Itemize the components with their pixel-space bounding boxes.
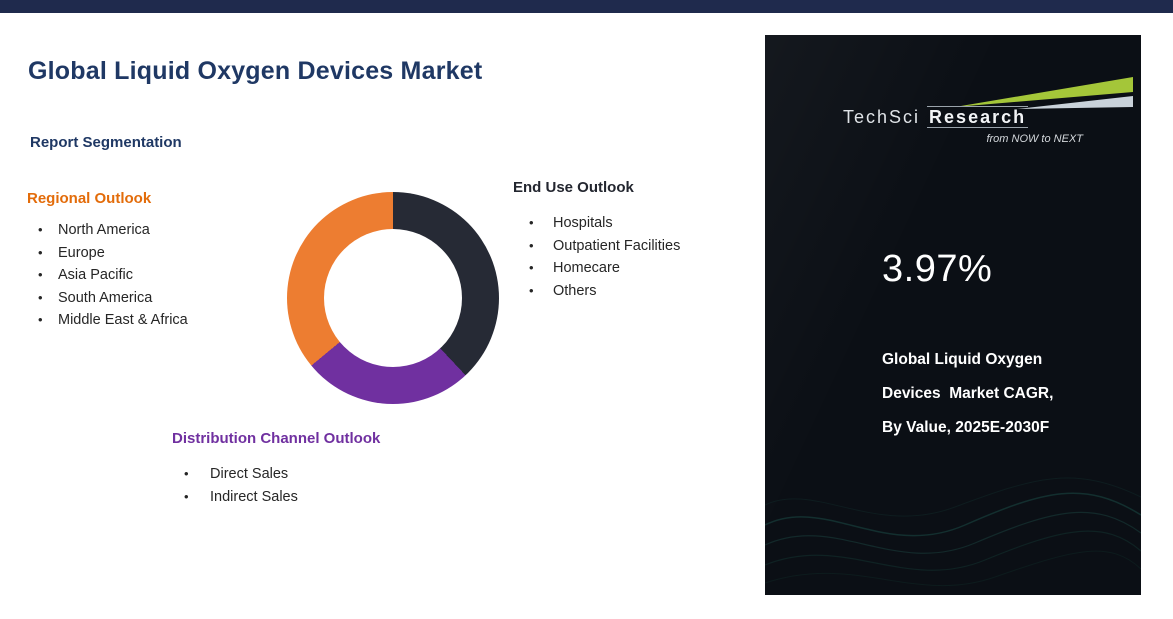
brand-name-left: TechSci (843, 107, 921, 127)
end-use-outlook-list: Hospitals Outpatient Facilities Homecare… (513, 212, 743, 302)
brand-name-right: Research (927, 106, 1029, 128)
end-use-outlook-title: End Use Outlook (513, 179, 634, 196)
brand-name: TechSci Research (843, 106, 1029, 128)
donut-hole (324, 229, 462, 367)
list-item: Outpatient Facilities (513, 235, 743, 258)
list-item: Middle East & Africa (27, 309, 267, 332)
list-item-label: Indirect Sales (210, 488, 298, 505)
cagr-caption-line-1: Global Liquid Oxygen (882, 351, 1043, 368)
end-use-outlook-section: End Use Outlook Hospitals Outpatient Fac… (513, 179, 743, 302)
page-title: Global Liquid Oxygen Devices Market (28, 56, 483, 85)
list-item-label: Homecare (553, 260, 620, 276)
list-item-label: Outpatient Facilities (553, 237, 681, 254)
list-item: South America (27, 287, 267, 310)
donut-chart (287, 192, 499, 404)
list-item-label: Direct Sales (210, 466, 289, 482)
side-panel: TechSci Research from NOW to NEXT 3.97% … (765, 35, 1141, 595)
regional-outlook-list: North America Europe Asia Pacific South … (27, 219, 267, 332)
list-item: Europe (27, 242, 267, 265)
list-item: Asia Pacific (27, 264, 267, 287)
list-item-label: Hospitals (553, 215, 613, 231)
cagr-value: 3.97% (882, 248, 993, 290)
distribution-channel-list: Direct Sales Indirect Sales (172, 463, 432, 508)
logo-arrow-icon (955, 77, 1133, 109)
cagr-caption-line-2: Devices Market CAGR, (882, 385, 1054, 402)
cagr-caption: Global Liquid Oxygen Devices Market CAGR… (882, 343, 1053, 445)
distribution-channel-section: Distribution Channel Outlook Direct Sale… (172, 430, 432, 508)
techsci-logo: TechSci Research from NOW to NEXT (843, 77, 1135, 163)
list-item-label: South America (58, 289, 153, 306)
list-item-label: Others (553, 282, 597, 299)
list-item-label: Asia Pacific (58, 267, 133, 283)
list-item: Hospitals (513, 212, 743, 235)
list-item: Homecare (513, 257, 743, 280)
list-item: Indirect Sales (172, 486, 432, 509)
regional-outlook-title: Regional Outlook (27, 190, 152, 207)
list-item: Direct Sales (172, 463, 432, 486)
brand-tagline: from NOW to NEXT (986, 133, 1083, 145)
list-item: Others (513, 280, 743, 303)
list-item-label: Europe (58, 244, 105, 261)
cagr-caption-line-3: By Value, 2025E-2030F (882, 419, 1050, 436)
top-accent-bar (0, 0, 1173, 13)
section-label: Report Segmentation (30, 134, 182, 151)
list-item: North America (27, 219, 267, 242)
regional-outlook-section: Regional Outlook North America Europe As… (27, 190, 267, 332)
distribution-channel-title: Distribution Channel Outlook (172, 430, 381, 447)
list-item-label: North America (58, 222, 150, 238)
list-item-label: Middle East & Africa (58, 312, 188, 328)
